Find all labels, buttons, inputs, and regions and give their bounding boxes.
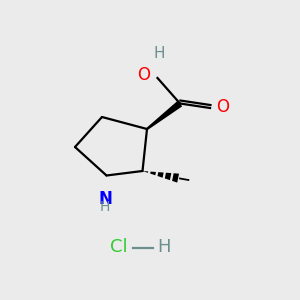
Polygon shape [172, 173, 179, 183]
Text: Cl: Cl [110, 238, 128, 256]
Polygon shape [165, 173, 171, 180]
Polygon shape [143, 171, 148, 173]
Text: H: H [100, 200, 110, 214]
Text: H: H [153, 46, 165, 61]
Text: H: H [158, 238, 171, 256]
Polygon shape [146, 101, 182, 130]
Polygon shape [150, 172, 156, 175]
Text: N: N [98, 190, 112, 208]
Polygon shape [158, 172, 164, 178]
Text: O: O [137, 66, 150, 84]
Text: O: O [217, 98, 230, 116]
